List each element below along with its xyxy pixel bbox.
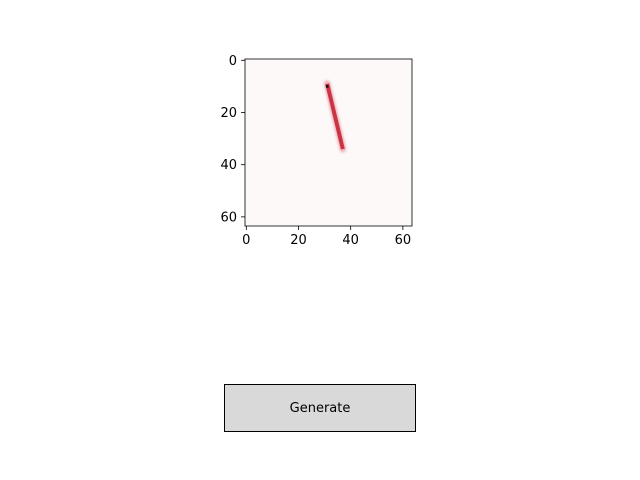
x-tick-label: 40 [342, 233, 359, 248]
marker-dot [325, 85, 329, 88]
x-tick-label: 60 [395, 233, 412, 248]
red-stroke [325, 83, 345, 150]
axes-frame [244, 58, 413, 227]
generate-button[interactable]: Generate [224, 384, 416, 432]
axes: 0 20 40 60 0 20 40 60 [220, 54, 413, 248]
x-tick-label: 20 [290, 233, 307, 248]
y-tick-label: 40 [220, 158, 237, 173]
y-tick-label: 0 [229, 54, 237, 69]
image-content [323, 80, 347, 153]
y-tick-label: 20 [220, 106, 237, 121]
x-tick-label: 0 [242, 233, 250, 248]
y-tick-label: 60 [220, 210, 237, 225]
